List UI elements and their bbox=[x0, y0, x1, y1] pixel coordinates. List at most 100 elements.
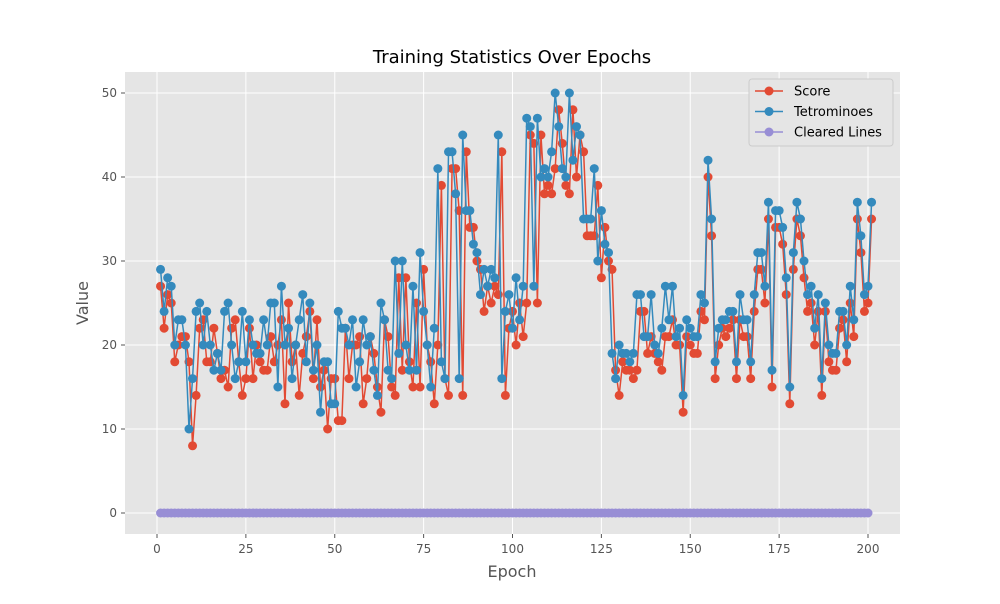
tetrominoes-point bbox=[682, 315, 692, 325]
series-cleared-lines bbox=[156, 508, 873, 518]
score-point bbox=[628, 374, 638, 384]
tick-labels: 0 25 50 75 100 125 150 175 200 0 10 20 30 40 50 bbox=[102, 86, 880, 556]
tetrominoes-point bbox=[486, 264, 496, 274]
score-point bbox=[522, 298, 532, 308]
tetrominoes-point bbox=[657, 323, 667, 333]
score-point bbox=[166, 298, 176, 308]
tetrominoes-point bbox=[269, 298, 279, 308]
tetrominoes-point bbox=[792, 197, 802, 207]
score-point bbox=[682, 332, 692, 342]
tetrominoes-point bbox=[788, 248, 798, 258]
tetrominoes-point bbox=[401, 340, 411, 350]
tetrominoes-point bbox=[714, 323, 724, 333]
tetrominoes-point bbox=[259, 315, 269, 325]
tetrominoes-point bbox=[867, 197, 877, 207]
score-point bbox=[230, 315, 240, 325]
tetrominoes-point bbox=[824, 340, 834, 350]
tetrominoes-point bbox=[163, 273, 173, 283]
tetrominoes-point bbox=[806, 281, 816, 291]
score-point bbox=[255, 357, 265, 367]
tetrominoes-point bbox=[785, 382, 795, 392]
tetrominoes-point bbox=[209, 365, 219, 375]
tetrominoes-point bbox=[699, 298, 709, 308]
tetrominoes-point bbox=[646, 290, 656, 300]
score-point bbox=[675, 340, 685, 350]
score-point bbox=[294, 390, 304, 400]
tetrominoes-point bbox=[216, 365, 226, 375]
tetrominoes-point bbox=[653, 348, 663, 358]
score-point bbox=[287, 357, 297, 367]
score-point bbox=[564, 189, 574, 199]
tetrominoes-point bbox=[355, 357, 365, 367]
tetrominoes-point bbox=[856, 231, 866, 241]
score-point bbox=[280, 399, 290, 409]
tetrominoes-point bbox=[849, 315, 859, 325]
tetrominoes-point bbox=[692, 332, 702, 342]
tetrominoes-point bbox=[536, 172, 546, 182]
tetrominoes-point bbox=[859, 290, 869, 300]
tetrominoes-point bbox=[557, 164, 567, 174]
tetrominoes-point bbox=[600, 239, 610, 249]
tetrominoes-point bbox=[817, 374, 827, 384]
tetrominoes-point bbox=[852, 197, 862, 207]
tetrominoes-point bbox=[803, 290, 813, 300]
tetrominoes-point bbox=[230, 374, 240, 384]
score-point bbox=[746, 374, 756, 384]
tetrominoes-point bbox=[244, 315, 254, 325]
tetrominoes-point bbox=[703, 155, 713, 165]
tetrominoes-point bbox=[529, 281, 539, 291]
x-tick-label: 175 bbox=[768, 542, 791, 556]
tetrominoes-point bbox=[749, 290, 759, 300]
score-point bbox=[724, 323, 734, 333]
tetrominoes-point bbox=[426, 382, 436, 392]
tetrominoes-point bbox=[365, 332, 375, 342]
tetrominoes-point bbox=[344, 340, 354, 350]
score-point bbox=[358, 399, 368, 409]
score-point bbox=[696, 306, 706, 316]
score-point bbox=[767, 382, 777, 392]
score-point bbox=[276, 315, 286, 325]
score-point bbox=[195, 323, 205, 333]
series-layer bbox=[156, 88, 877, 518]
tetrominoes-point bbox=[255, 348, 265, 358]
tetrominoes-point bbox=[603, 248, 613, 258]
score-point bbox=[500, 390, 510, 400]
tetrominoes-point bbox=[198, 340, 208, 350]
tetrominoes-point bbox=[440, 374, 450, 384]
score-point bbox=[785, 399, 795, 409]
tetrominoes-point bbox=[372, 390, 382, 400]
score-point bbox=[397, 365, 407, 375]
tetrominoes-point bbox=[522, 113, 532, 123]
score-point bbox=[362, 374, 372, 384]
score-point bbox=[408, 382, 418, 392]
legend-swatch-marker bbox=[764, 86, 774, 96]
tetrominoes-point bbox=[532, 113, 542, 123]
score-point bbox=[433, 340, 443, 350]
score-point bbox=[810, 340, 820, 350]
tetrominoes-point bbox=[394, 348, 404, 358]
score-point bbox=[571, 172, 581, 182]
tetrominoes-point bbox=[380, 315, 390, 325]
tetrominoes-point bbox=[589, 164, 599, 174]
score-point bbox=[831, 365, 841, 375]
tetrominoes-point bbox=[234, 357, 244, 367]
tetrominoes-point bbox=[799, 256, 809, 266]
tetrominoes-point bbox=[685, 323, 695, 333]
tetrominoes-point bbox=[284, 323, 294, 333]
score-point bbox=[316, 382, 326, 392]
y-tick-label: 0 bbox=[109, 506, 117, 520]
score-point bbox=[760, 298, 770, 308]
score-point bbox=[749, 306, 759, 316]
y-tick-label: 30 bbox=[102, 254, 117, 268]
tetrominoes-point bbox=[515, 315, 525, 325]
score-point bbox=[426, 357, 436, 367]
tetrominoes-point bbox=[543, 172, 553, 182]
score-point bbox=[643, 348, 653, 358]
score-point bbox=[561, 180, 571, 190]
score-point bbox=[778, 239, 788, 249]
score-point bbox=[632, 365, 642, 375]
x-tick-label: 50 bbox=[327, 542, 342, 556]
tetrominoes-point bbox=[767, 365, 777, 375]
x-axis-label: Epoch bbox=[488, 562, 537, 581]
tetrominoes-point bbox=[454, 374, 464, 384]
